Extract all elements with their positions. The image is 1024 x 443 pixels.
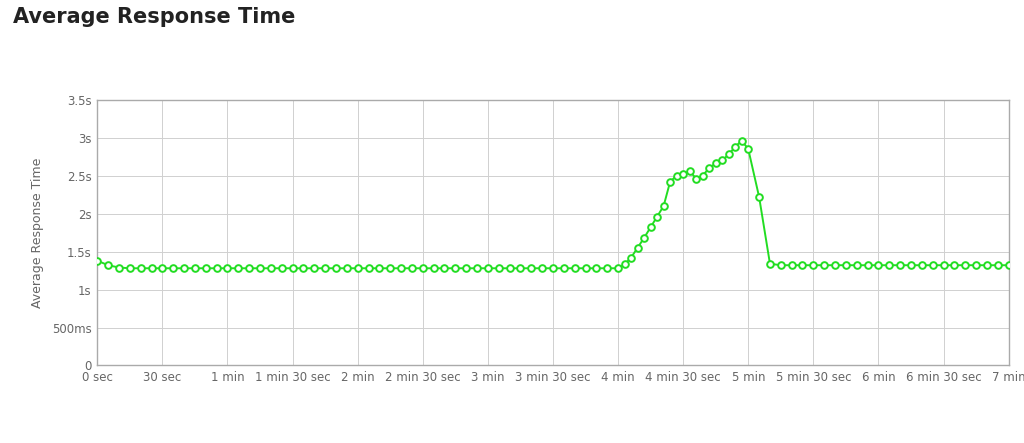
- Text: Average Response Time: Average Response Time: [13, 7, 296, 27]
- Y-axis label: Average Response Time: Average Response Time: [31, 157, 44, 308]
